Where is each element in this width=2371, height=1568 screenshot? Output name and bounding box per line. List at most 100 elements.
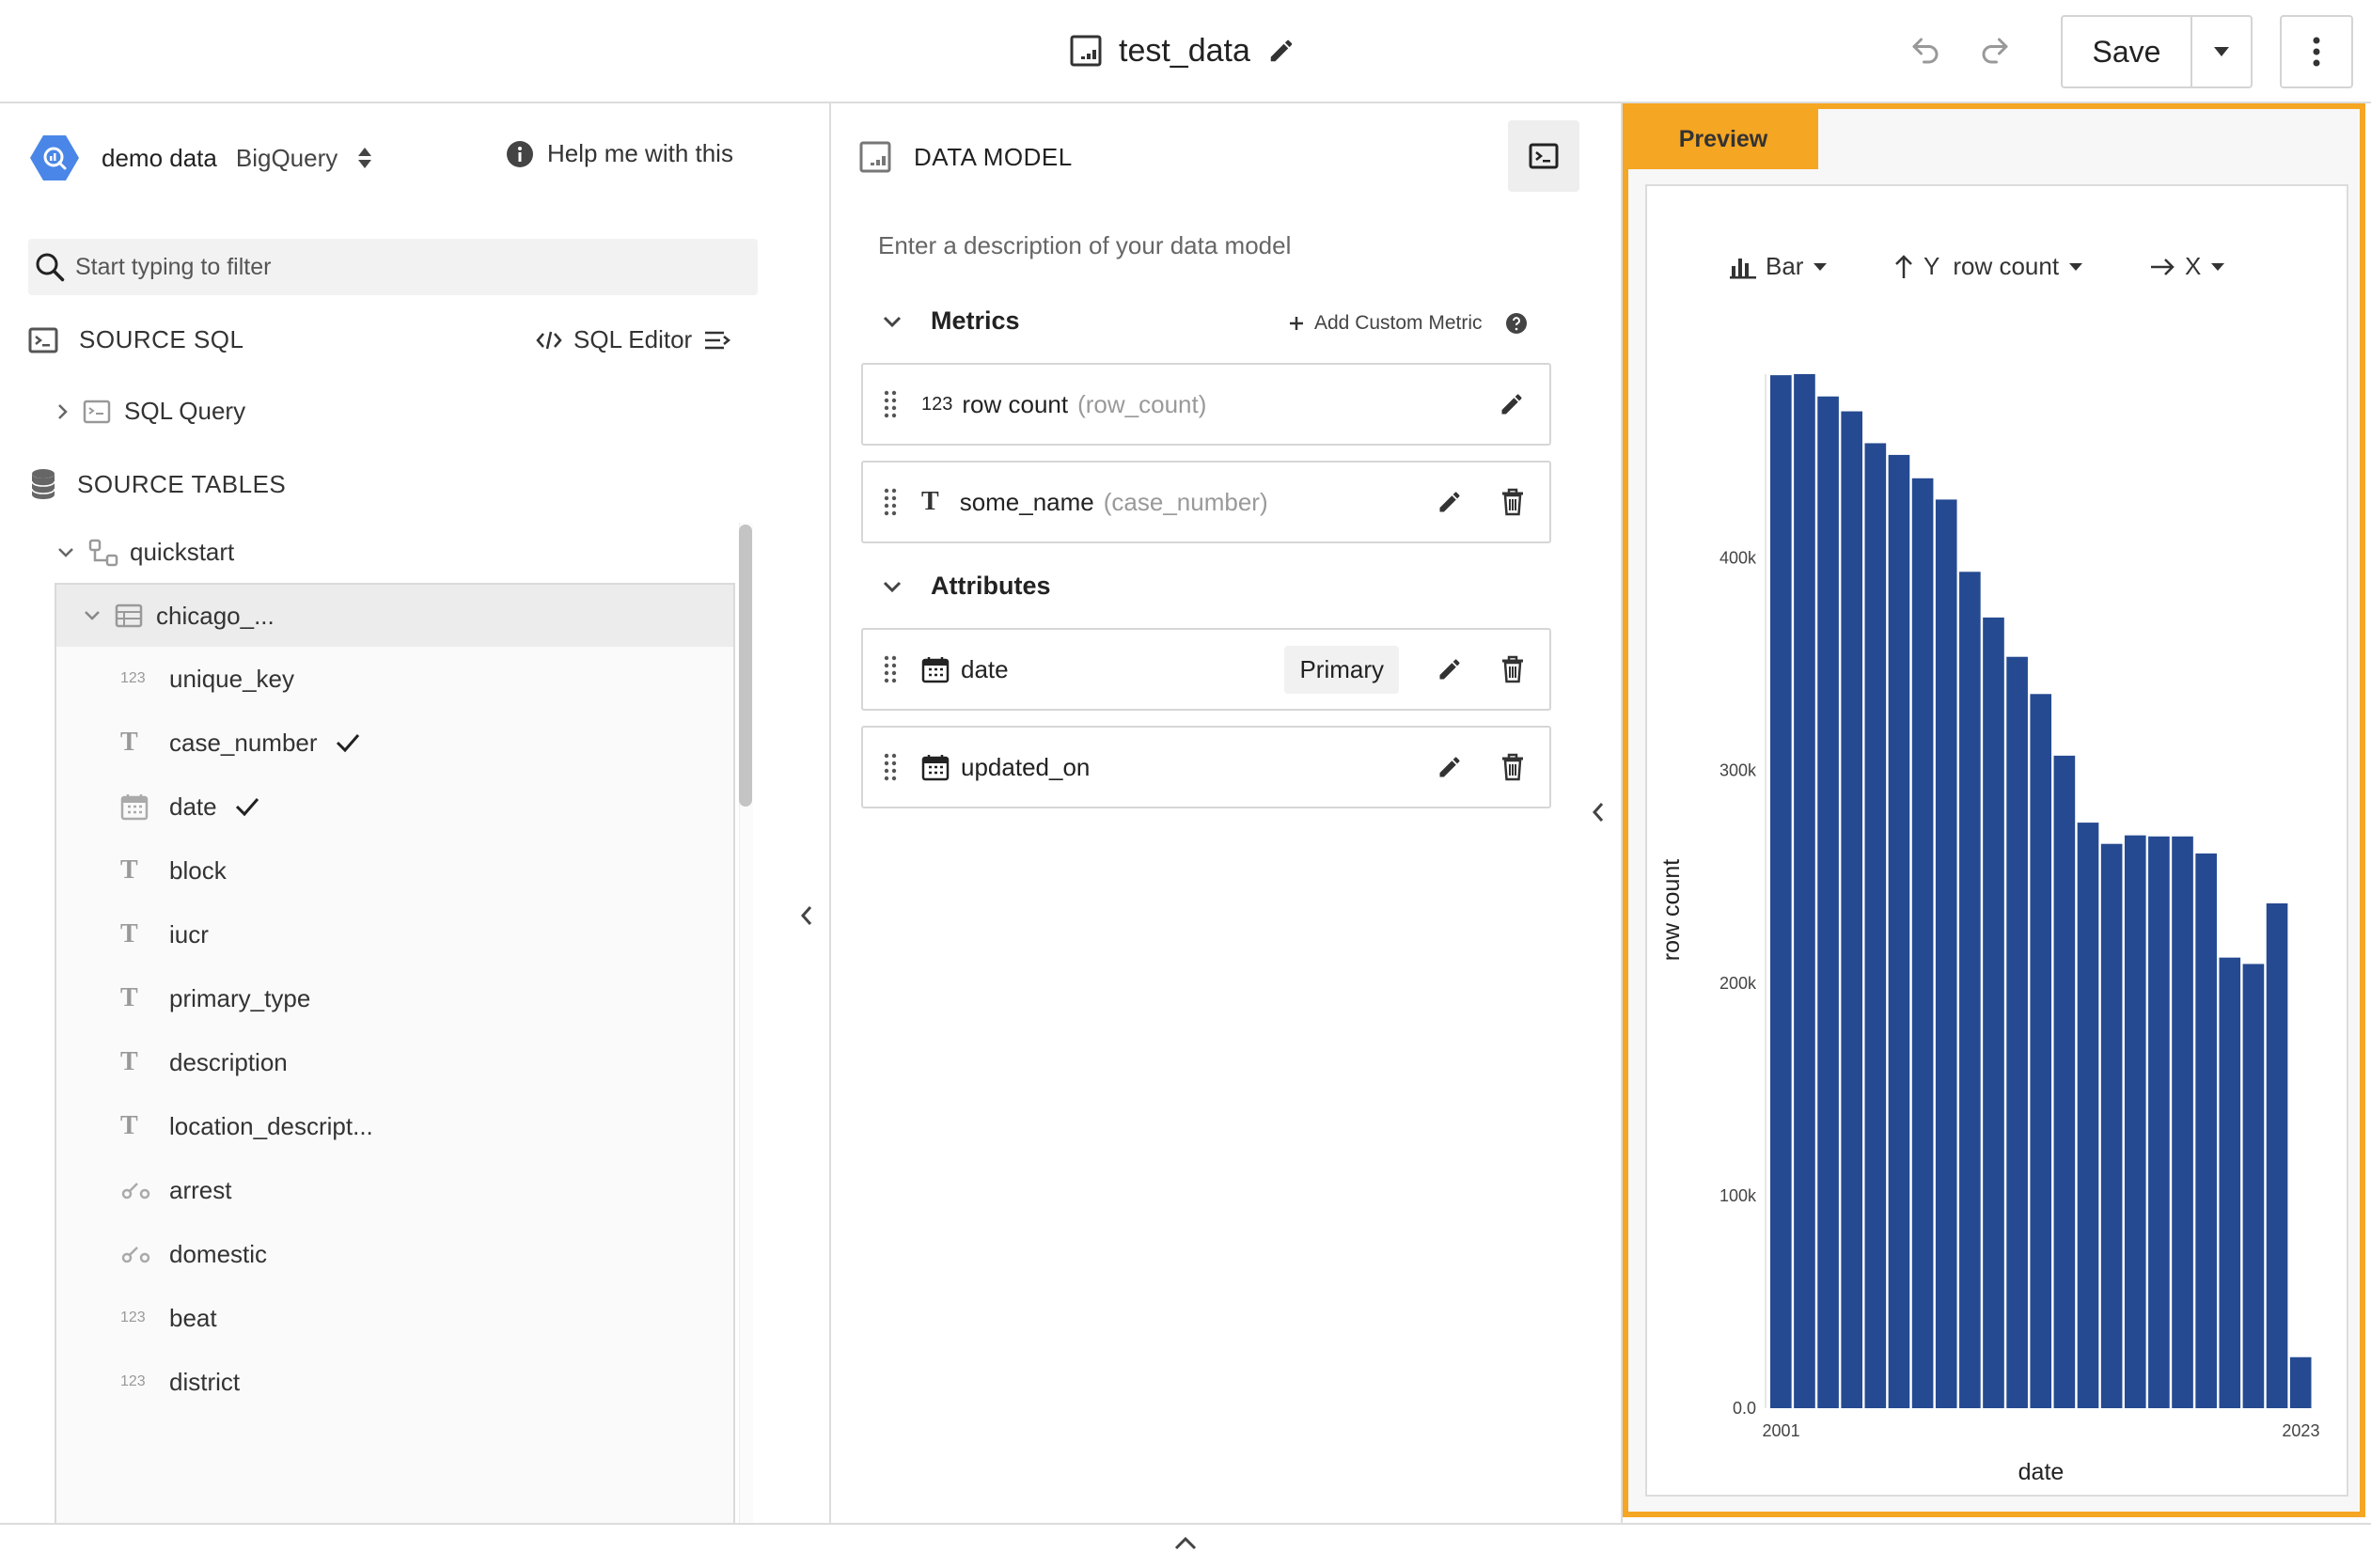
undo-icon[interactable] xyxy=(1905,30,1946,71)
bar-2010 xyxy=(1983,617,2004,1408)
chart-type-label: Bar xyxy=(1766,252,1804,280)
bar-2016 xyxy=(2124,835,2146,1408)
data-model-title: DATA MODEL xyxy=(914,142,1073,171)
text-type-icon: T xyxy=(120,728,138,757)
field-name: arrest xyxy=(169,1175,232,1204)
arrow-right-icon xyxy=(2149,257,2175,277)
collapse-middle-panel-button[interactable] xyxy=(1591,801,1606,823)
metrics-label: Metrics xyxy=(931,306,1020,335)
save-options-dropdown[interactable] xyxy=(2192,17,2251,86)
field-name: domestic xyxy=(169,1239,268,1268)
caret-down-icon xyxy=(1813,262,1828,272)
edit-pencil-icon[interactable] xyxy=(1437,656,1463,682)
field-row-beat[interactable]: 123 beat xyxy=(56,1290,733,1346)
sort-arrows-icon xyxy=(356,146,373,170)
bar-chart: 0.0 100k 200k 300k 400k 2001 2023 date row count xyxy=(1658,374,2319,1485)
field-name: description xyxy=(169,1047,288,1076)
caret-down-icon xyxy=(2068,262,2083,272)
field-row-district[interactable]: 123 district xyxy=(56,1354,733,1410)
field-row-domestic[interactable]: domestic xyxy=(56,1226,733,1282)
attribute-card-updated-on[interactable]: updated_on xyxy=(861,726,1551,808)
field-row-primary_type[interactable]: T primary_type xyxy=(56,970,733,1027)
database-icon xyxy=(30,468,56,500)
data-model-header: DATA MODEL xyxy=(859,141,1073,173)
field-row-iucr[interactable]: T iucr xyxy=(56,906,733,963)
search-icon xyxy=(34,251,66,283)
text-type-icon: T xyxy=(120,1047,138,1076)
field-name: district xyxy=(169,1367,241,1396)
field-row-description[interactable]: T description xyxy=(56,1034,733,1090)
edit-pencil-icon[interactable] xyxy=(1437,754,1463,780)
field-row-date[interactable]: date xyxy=(56,778,733,835)
model-description-input[interactable]: Enter a description of your data model xyxy=(878,231,1292,259)
dataset-quickstart[interactable]: quickstart xyxy=(56,538,234,567)
collapse-left-panel-button[interactable] xyxy=(799,904,814,927)
field-row-case_number[interactable]: T case_number xyxy=(56,714,733,771)
save-button[interactable]: Save xyxy=(2063,17,2192,86)
field-name: primary_type xyxy=(169,983,311,1012)
bar-2011 xyxy=(2006,656,2028,1408)
field-row-unique_key[interactable]: 123 unique_key xyxy=(56,651,733,707)
console-toggle-button[interactable] xyxy=(1508,120,1579,192)
add-custom-metric-button[interactable]: Add Custom Metric xyxy=(1288,312,1528,335)
y-axis-dropdown[interactable]: Y row count xyxy=(1893,252,2083,281)
edit-title-pencil-icon[interactable] xyxy=(1267,37,1295,65)
field-row-block[interactable]: T block xyxy=(56,842,733,899)
text-type-icon: T xyxy=(921,487,939,516)
x-axis-dropdown[interactable]: X xyxy=(2149,252,2225,281)
delete-trash-icon[interactable] xyxy=(1500,655,1525,683)
number-type-icon: 123 xyxy=(120,1309,146,1325)
table-chicago[interactable]: chicago_... xyxy=(56,585,733,647)
y-tick-label: 0.0 xyxy=(1733,1399,1756,1418)
metric-name: some_name xyxy=(959,487,1094,516)
metric-card-some-name[interactable]: T some_name (case_number) xyxy=(861,461,1551,543)
filter-input[interactable]: Start typing to filter xyxy=(28,239,758,295)
save-button-group: Save xyxy=(2061,15,2253,88)
edit-pencil-icon[interactable] xyxy=(1499,391,1525,417)
redo-icon[interactable] xyxy=(1974,30,2016,71)
metrics-group-toggle[interactable]: Metrics xyxy=(882,306,1020,336)
page-title: test_data xyxy=(1119,32,1250,69)
sql-query-item[interactable]: SQL Query xyxy=(56,397,245,426)
bar-2019 xyxy=(2195,853,2217,1408)
chevron-right-icon xyxy=(56,402,70,421)
field-name: date xyxy=(169,792,217,821)
chart-type-dropdown[interactable]: Bar xyxy=(1730,252,1828,281)
scrollbar-thumb[interactable] xyxy=(739,525,752,807)
drag-handle-icon[interactable] xyxy=(884,753,921,781)
sql-editor-button[interactable]: SQL Editor xyxy=(536,325,731,354)
field-row-location_description[interactable]: T location_descript... xyxy=(56,1098,733,1154)
bar-2015 xyxy=(2100,843,2123,1408)
expand-bottom-panel-button[interactable] xyxy=(1173,1536,1198,1551)
attributes-group-toggle[interactable]: Attributes xyxy=(882,572,1051,601)
bar-2007 xyxy=(1911,478,1934,1408)
number-type-icon: 123 xyxy=(921,393,953,415)
source-sql-header: SOURCE SQL xyxy=(28,325,244,354)
bar-2018 xyxy=(2172,836,2193,1408)
attribute-name: updated_on xyxy=(961,752,1091,781)
more-options-button[interactable] xyxy=(2280,15,2353,88)
bar-2017 xyxy=(2148,836,2170,1408)
chevron-left-icon xyxy=(1592,803,1604,822)
delete-trash-icon[interactable] xyxy=(1500,488,1525,516)
table-icon xyxy=(859,141,891,173)
bar-2004 xyxy=(1841,411,1863,1408)
edit-pencil-icon[interactable] xyxy=(1437,489,1463,515)
attribute-card-date[interactable]: date Primary xyxy=(861,628,1551,711)
preview-tab[interactable]: Preview xyxy=(1628,109,1818,169)
table-grid-icon xyxy=(115,604,143,628)
bigquery-logo-icon xyxy=(28,132,81,184)
calendar-type-icon xyxy=(120,792,169,821)
plus-icon xyxy=(1288,315,1305,332)
help-me-link[interactable]: Help me with this xyxy=(506,139,733,168)
connection-selector[interactable]: demo data BigQuery xyxy=(28,132,780,184)
drag-handle-icon[interactable] xyxy=(884,488,921,516)
sql-query-label: SQL Query xyxy=(124,397,246,425)
field-row-arrest[interactable]: arrest xyxy=(56,1162,733,1218)
top-bar xyxy=(0,0,2371,103)
help-icon[interactable] xyxy=(1505,312,1528,335)
drag-handle-icon[interactable] xyxy=(884,655,921,683)
delete-trash-icon[interactable] xyxy=(1500,753,1525,781)
drag-handle-icon[interactable] xyxy=(884,390,921,418)
metric-card-row-count[interactable]: 123 row count (row_count) xyxy=(861,363,1551,446)
